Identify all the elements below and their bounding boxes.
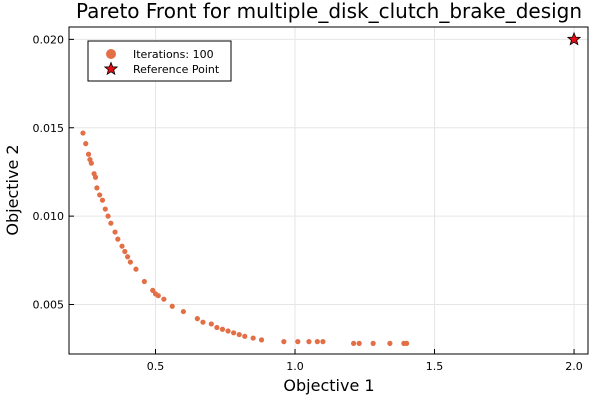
- pareto-point: [161, 296, 167, 302]
- x-tick-label: 1.5: [426, 360, 444, 373]
- y-tick-label: 0.010: [33, 210, 65, 223]
- chart-title: Pareto Front for multiple_disk_clutch_br…: [76, 0, 582, 23]
- pareto-point: [133, 266, 139, 272]
- pareto-point: [208, 321, 214, 327]
- legend-label-iterations: Iterations: 100: [133, 48, 214, 61]
- pareto-point: [306, 339, 312, 345]
- pareto-point: [231, 330, 237, 336]
- pareto-point: [219, 326, 226, 332]
- pareto-point: [242, 333, 248, 339]
- pareto-point: [370, 340, 376, 346]
- data-points: [80, 31, 582, 346]
- pareto-point: [105, 213, 111, 219]
- y-axis-label: Objective 2: [3, 144, 22, 235]
- pareto-point: [119, 243, 125, 249]
- pareto-point: [314, 339, 320, 345]
- legend-label-reference: Reference Point: [133, 63, 220, 76]
- y-tick-label: 0.005: [33, 299, 65, 312]
- y-tick-label: 0.020: [33, 33, 65, 46]
- legend-marker-reference: [103, 61, 119, 76]
- pareto-point: [127, 259, 133, 265]
- pareto-point: [387, 340, 393, 346]
- pareto-point: [99, 197, 106, 203]
- x-tick-label: 1.0: [286, 360, 304, 373]
- pareto-point: [214, 324, 220, 331]
- pareto-point: [155, 293, 161, 299]
- pareto-point: [102, 206, 108, 212]
- pareto-point: [169, 303, 175, 309]
- x-tick-label: 2.0: [565, 360, 583, 373]
- pareto-point: [200, 319, 206, 325]
- grid: [69, 27, 588, 354]
- legend-marker-iterations: [106, 49, 116, 59]
- pareto-point: [404, 340, 410, 346]
- pareto-point: [236, 331, 242, 338]
- pareto-point: [356, 340, 362, 346]
- pareto-point: [94, 185, 100, 191]
- pareto-point: [281, 339, 287, 345]
- plot-frame: [68, 26, 589, 355]
- pareto-point: [122, 248, 128, 255]
- pareto-point: [97, 192, 103, 198]
- pareto-point: [180, 308, 186, 315]
- pareto-point: [85, 151, 92, 157]
- pareto-point: [320, 339, 326, 345]
- pareto-point: [141, 278, 147, 285]
- pareto-point: [112, 229, 118, 235]
- pareto-point: [108, 220, 114, 226]
- pareto-point: [125, 254, 131, 260]
- pareto-point: [250, 335, 256, 341]
- pareto-point: [88, 160, 94, 166]
- pareto-point: [258, 337, 265, 343]
- axis-ticks: 0.5 1.0 1.5 2.0 0.005 0.010 0.015 0.020: [33, 33, 583, 373]
- x-tick-label: 0.5: [147, 360, 165, 373]
- legend: Iterations: 100 Reference Point: [87, 40, 232, 82]
- pareto-point: [150, 287, 156, 293]
- pareto-point: [295, 339, 301, 345]
- pareto-point: [83, 141, 89, 147]
- reference-point: [566, 31, 582, 46]
- x-axis-label: Objective 1: [283, 376, 374, 395]
- pareto-point: [115, 236, 121, 242]
- y-tick-label: 0.015: [33, 122, 65, 135]
- pareto-point: [351, 340, 357, 346]
- pareto-point: [194, 316, 200, 322]
- pareto-point: [80, 130, 86, 136]
- legend-box: [87, 40, 232, 82]
- pareto-point: [225, 328, 231, 334]
- pareto-point: [92, 174, 99, 180]
